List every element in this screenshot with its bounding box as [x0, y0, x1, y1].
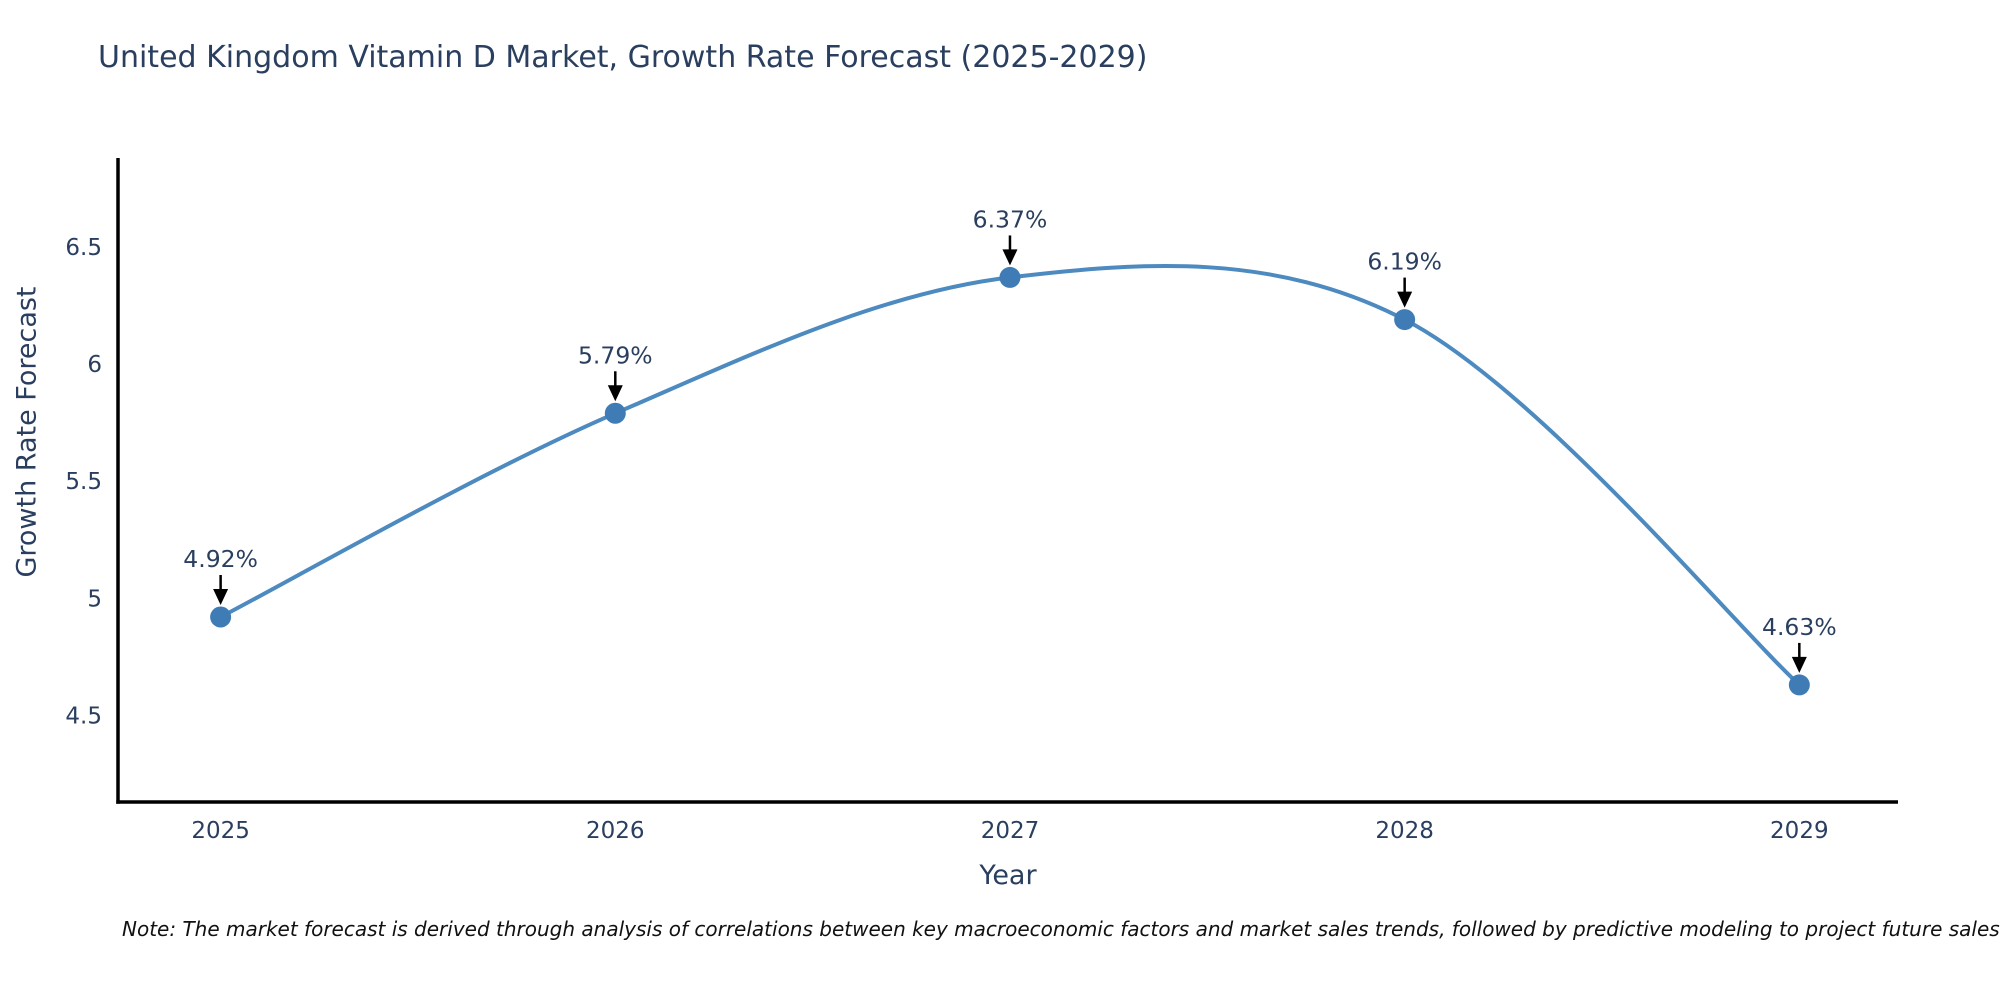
point-value-label: 4.63% — [1762, 613, 1837, 641]
point-value-label: 4.92% — [183, 545, 258, 573]
point-value-label: 6.19% — [1367, 248, 1442, 276]
y-axis-title: Growth Rate Forecast — [11, 286, 43, 578]
point-value-label: 5.79% — [578, 341, 653, 369]
x-tick-label: 2029 — [1770, 818, 1829, 844]
chart-title: United Kingdom Vitamin D Market, Growth … — [98, 40, 1148, 75]
x-tick-label: 2025 — [191, 818, 250, 844]
annotation-arrow-head-icon — [213, 588, 229, 605]
point-value-label: 6.37% — [973, 205, 1048, 233]
y-tick-label: 5 — [87, 586, 102, 612]
x-tick-label: 2027 — [981, 818, 1040, 844]
data-point-marker[interactable] — [604, 402, 626, 424]
y-tick-label: 4.5 — [65, 703, 102, 729]
annotation-arrow-head-icon — [607, 385, 623, 402]
y-tick-label: 6 — [87, 352, 102, 378]
series-line — [218, 263, 1802, 687]
y-tick-label: 5.5 — [65, 469, 102, 495]
footnote: Note: The market forecast is derived thr… — [122, 917, 2000, 941]
annotation-arrow-head-icon — [1002, 249, 1018, 266]
data-point-marker[interactable] — [210, 606, 232, 628]
data-point-marker[interactable] — [1394, 309, 1416, 331]
x-tick-label: 2028 — [1375, 818, 1434, 844]
x-tick-label: 2026 — [586, 818, 645, 844]
x-axis-title: Year — [979, 860, 1037, 891]
data-point-marker[interactable] — [1788, 674, 1810, 696]
annotation-arrow-head-icon — [1397, 291, 1413, 308]
data-point-marker[interactable] — [999, 266, 1021, 288]
y-tick-label: 6.5 — [65, 235, 102, 261]
annotation-arrow-head-icon — [1791, 656, 1807, 673]
